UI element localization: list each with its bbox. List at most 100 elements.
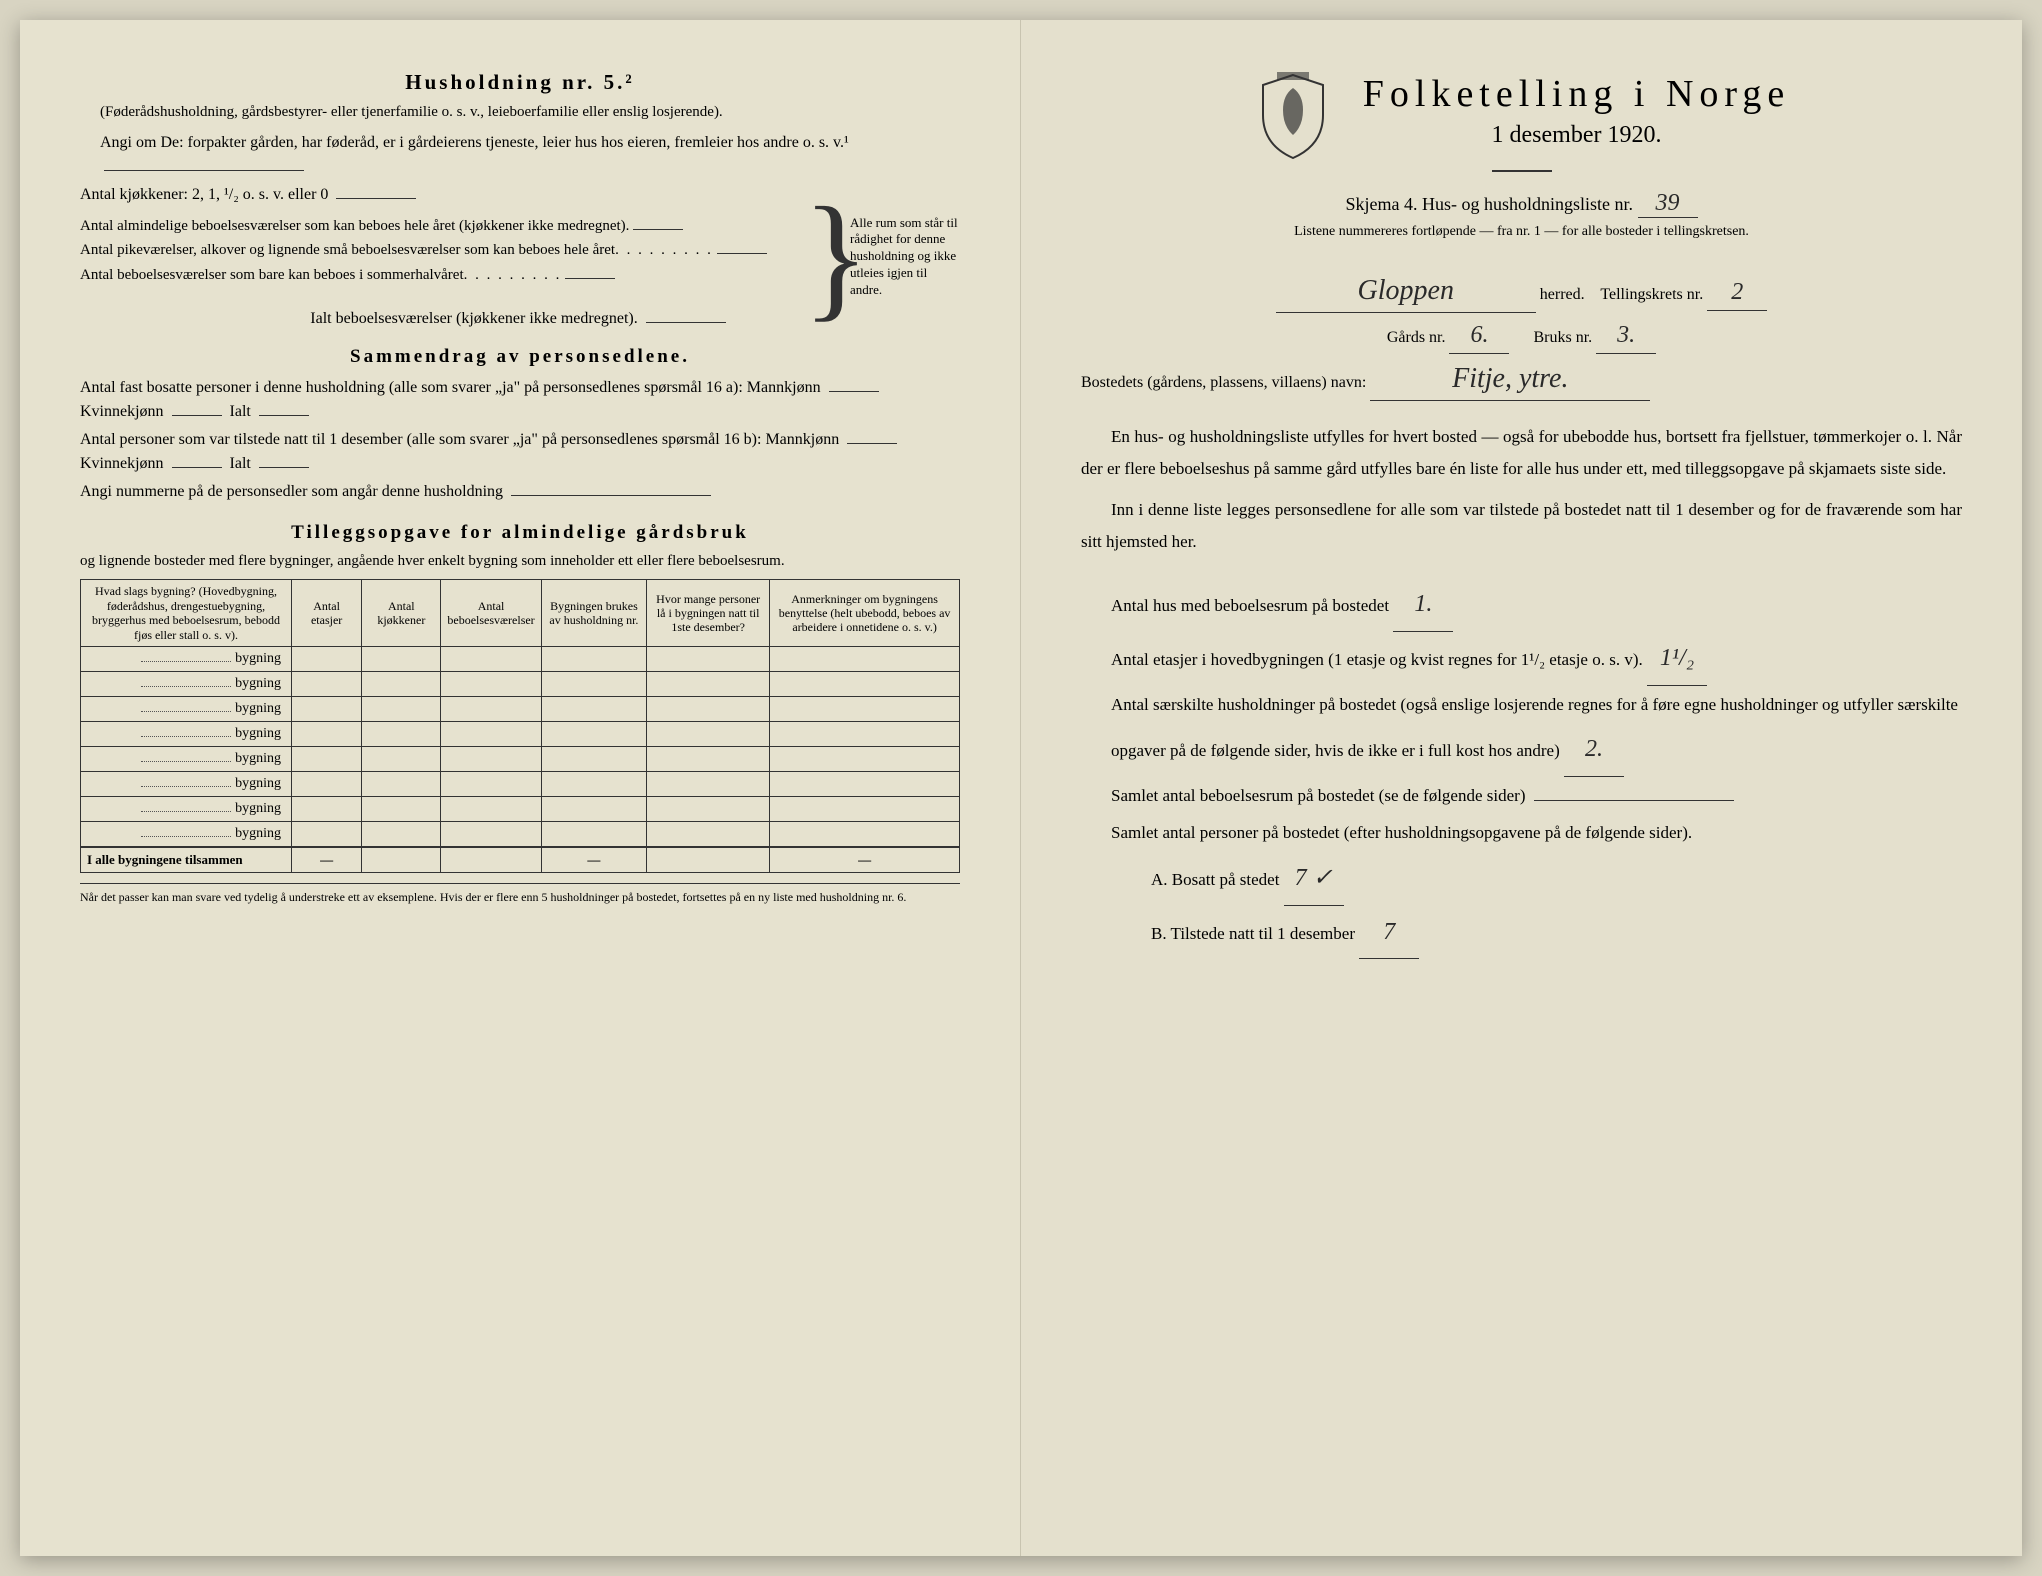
skjema-text: Skjema 4. Hus- og husholdningsliste nr. xyxy=(1346,194,1634,214)
brace-line-3-blank xyxy=(565,264,615,279)
brace-line-2-text: Antal pikeværelser, alkover og lignende … xyxy=(80,239,615,262)
table-cell xyxy=(362,747,441,772)
brace-line-1-blank xyxy=(633,215,683,230)
kv2-blank xyxy=(172,452,222,468)
bosted-value: Fitje, ytre. xyxy=(1370,358,1650,401)
table-cell xyxy=(291,822,361,848)
angi-om-text: Angi om De: forpakter gården, har føderå… xyxy=(100,134,849,151)
ialt1: Ialt xyxy=(230,403,251,420)
table-row: bygning xyxy=(81,697,960,722)
mk2-blank xyxy=(847,428,897,444)
table-cell xyxy=(291,772,361,797)
angi-num: Angi nummerne på de personsedler som ang… xyxy=(80,480,960,504)
table-cell xyxy=(362,722,441,747)
row-label: bygning xyxy=(81,672,292,697)
table-cell xyxy=(770,672,960,697)
table-cell xyxy=(291,797,361,822)
table-sum-row: I alle bygningene tilsammen — — — xyxy=(81,847,960,873)
th-2: Antal kjøkkener xyxy=(362,580,441,647)
table-cell xyxy=(647,672,770,697)
mk1-blank xyxy=(829,376,879,392)
bosted-line: Bostedets (gårdens, plassens, villaens) … xyxy=(1081,358,1962,401)
sum-label: I alle bygningene tilsammen xyxy=(81,847,292,873)
q2: Antal etasjer i hovedbygningen (1 etasje… xyxy=(1111,632,1962,686)
th-1: Antal etasjer xyxy=(291,580,361,647)
table-row: bygning xyxy=(81,672,960,697)
table-cell xyxy=(770,747,960,772)
table-cell xyxy=(441,797,541,822)
coat-of-arms-icon xyxy=(1253,70,1333,160)
ialt2: Ialt xyxy=(230,455,251,472)
main-title: Folketelling i Norge xyxy=(1363,72,1791,116)
sammen-p1-text: Antal fast bosatte personer i denne hush… xyxy=(80,379,821,396)
sum-c6: — xyxy=(770,847,960,873)
q5: Samlet antal personer på bostedet (efter… xyxy=(1111,814,1962,851)
sub-title: 1 desember 1920. xyxy=(1363,122,1791,149)
title-block: Folketelling i Norge 1 desember 1920. xyxy=(1363,72,1791,159)
para1: En hus- og husholdningsliste utfylles fo… xyxy=(1081,421,1962,486)
brace-line-2-blank xyxy=(717,239,767,254)
sammen-p1: Antal fast bosatte personer i denne hush… xyxy=(80,376,960,424)
q1: Antal hus med beboelsesrum på bostedet 1… xyxy=(1111,578,1962,632)
table-cell xyxy=(541,697,646,722)
title-rule xyxy=(1492,170,1552,172)
row-label: bygning xyxy=(81,772,292,797)
table-cell xyxy=(441,747,541,772)
footnote: Når det passer kan man svare ved tydelig… xyxy=(80,883,960,905)
skjema-note: Listene nummereres fortløpende — fra nr.… xyxy=(1081,224,1962,240)
sammen-p2-text: Antal personer som var tilstede natt til… xyxy=(80,431,839,448)
row-label: bygning xyxy=(81,822,292,848)
skjema-line: Skjema 4. Hus- og husholdningsliste nr. … xyxy=(1081,190,1962,218)
table-row: bygning xyxy=(81,722,960,747)
th-6: Anmerkninger om bygningens benyttelse (h… xyxy=(770,580,960,647)
herred-value: Gloppen xyxy=(1276,270,1536,313)
bosted-label: Bostedets (gårdens, plassens, villaens) … xyxy=(1081,374,1366,391)
krets-label: Tellingskrets nr. xyxy=(1600,286,1703,303)
husholdning-title: Husholdning nr. 5.² xyxy=(80,70,960,95)
table-cell xyxy=(770,722,960,747)
q3-label: Antal særskilte husholdninger på bostede… xyxy=(1111,695,1958,760)
table-cell xyxy=(647,647,770,672)
table-row: bygning xyxy=(81,797,960,822)
table-cell xyxy=(541,772,646,797)
table-body: bygningbygningbygningbygningbygningbygni… xyxy=(81,647,960,848)
bruks-value: 3. xyxy=(1596,317,1656,354)
row-label: bygning xyxy=(81,647,292,672)
curly-brace: } xyxy=(826,215,846,299)
sum-c5 xyxy=(647,847,770,873)
table-cell xyxy=(362,797,441,822)
brace-line-3: Antal beboelsesværelser som bare kan beb… xyxy=(80,264,822,287)
table-cell xyxy=(541,722,646,747)
krets-value: 2 xyxy=(1707,274,1767,311)
table-cell xyxy=(541,822,646,848)
qA-value: 7 ✓ xyxy=(1284,852,1344,906)
qB: B. Tilstede natt til 1 desember 7 xyxy=(1111,906,1962,960)
qB-label: B. Tilstede natt til 1 desember xyxy=(1151,924,1355,943)
husholdning-sub: (Føderådshusholdning, gårdsbestyrer- ell… xyxy=(80,103,960,123)
sammendrag-title: Sammendrag av personsedlene. xyxy=(80,346,960,368)
table-cell xyxy=(770,697,960,722)
kv1-blank xyxy=(172,400,222,416)
table-row: bygning xyxy=(81,647,960,672)
list-nr-value: 39 xyxy=(1638,190,1698,218)
q1-label: Antal hus med beboelsesrum på bostedet xyxy=(1111,596,1389,615)
th-0: Hvad slags bygning? (Hovedbygning, føder… xyxy=(81,580,292,647)
q2-label: Antal etasjer i hovedbygningen (1 etasje… xyxy=(1111,650,1643,669)
sum-c4: — xyxy=(541,847,646,873)
table-cell xyxy=(362,822,441,848)
dots-3 xyxy=(464,264,562,287)
table-cell xyxy=(647,797,770,822)
gards-label: Gårds nr. xyxy=(1387,329,1446,346)
table-row: bygning xyxy=(81,822,960,848)
brace-line-2: Antal pikeværelser, alkover og lignende … xyxy=(80,239,822,262)
table-cell xyxy=(291,722,361,747)
tillegg-title: Tilleggsopgave for almindelige gårdsbruk xyxy=(80,522,960,544)
qA-label: A. Bosatt på stedet xyxy=(1151,870,1279,889)
angi-blank xyxy=(104,155,304,171)
table-cell xyxy=(441,772,541,797)
brace-block: Antal almindelige beboelsesværelser som … xyxy=(80,215,960,299)
q3-value: 2. xyxy=(1564,723,1624,777)
table-cell xyxy=(770,822,960,848)
q4-blank xyxy=(1534,784,1734,801)
sammen-p2: Antal personer som var tilstede natt til… xyxy=(80,428,960,476)
